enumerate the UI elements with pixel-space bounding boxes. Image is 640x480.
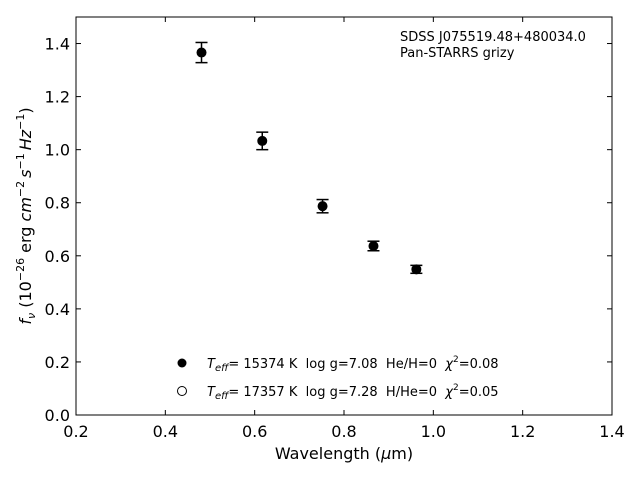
x-tick-label: 0.6 <box>242 422 267 441</box>
x-tick-label: 1.2 <box>510 422 535 441</box>
y-tick-label: 0.0 <box>45 406 70 425</box>
data-point <box>411 264 422 275</box>
annotation-survey-name: Pan-STARRS grizy <box>400 46 515 61</box>
y-tick-label: 0.8 <box>45 194 70 213</box>
legend-marker-open <box>177 386 187 396</box>
plot-frame <box>75 16 613 416</box>
y-tick-label: 1.2 <box>45 88 70 107</box>
x-tick-label: 0.2 <box>63 422 88 441</box>
x-tick-label: 0.8 <box>331 422 356 441</box>
x-tick-label: 1.0 <box>421 422 446 441</box>
data-point <box>196 47 207 58</box>
y-tick-label: 0.4 <box>45 300 70 319</box>
legend-marker-filled <box>177 358 187 368</box>
x-tick-label: 0.4 <box>153 422 178 441</box>
x-axis-title: Wavelength (μm) <box>275 444 413 463</box>
annotation-object-name: SDSS J075519.48+480034.0 <box>400 30 586 45</box>
data-point <box>368 240 379 251</box>
legend-label-model-1: Teff= 15374 K log g=7.08 He/H=0 χ2=0.08 <box>207 355 499 374</box>
legend: Teff= 15374 K log g=7.08 He/H=0 χ2=0.08 … <box>177 355 499 402</box>
data-point <box>257 135 268 146</box>
data-point <box>317 201 328 212</box>
y-axis-title: fν (10−26 erg cm−2s−1Hz−1) <box>14 107 38 324</box>
y-tick-label: 0.6 <box>45 247 70 266</box>
marks-layer <box>195 41 423 275</box>
x-tick-label: 1.4 <box>599 422 624 441</box>
y-tick-label: 1.0 <box>45 141 70 160</box>
y-tick-label: 1.4 <box>45 35 70 54</box>
legend-label-model-2: Teff= 17357 K log g=7.28 H/He=0 χ2=0.05 <box>207 383 499 402</box>
y-tick-label: 0.2 <box>45 353 70 372</box>
ticks-layer: 0.2 0.4 0.6 0.8 1.0 1.2 1.40.00.20.40.60.81.01… <box>45 17 625 441</box>
